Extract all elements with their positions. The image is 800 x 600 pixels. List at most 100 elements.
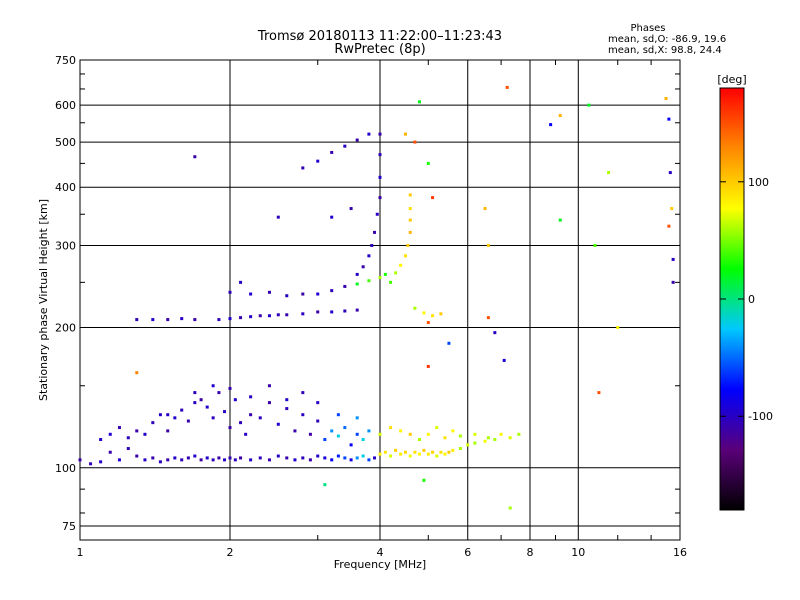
data-points — [78, 85, 675, 510]
data-point — [383, 450, 387, 454]
data-point — [285, 313, 289, 317]
data-point — [408, 454, 412, 458]
data-point — [403, 132, 407, 136]
data-point — [422, 448, 426, 452]
data-point — [330, 289, 334, 293]
data-point — [486, 436, 490, 440]
data-point — [458, 447, 462, 451]
data-point — [223, 410, 227, 414]
data-point — [301, 391, 305, 395]
data-point — [199, 398, 203, 402]
data-point — [249, 292, 253, 296]
data-point — [593, 243, 597, 247]
data-point — [431, 196, 435, 200]
data-point — [316, 292, 320, 296]
data-point — [493, 331, 497, 335]
data-point — [117, 426, 121, 430]
data-point — [228, 290, 232, 294]
data-point — [367, 132, 371, 136]
data-point — [483, 439, 487, 443]
data-point — [399, 452, 403, 456]
data-point — [217, 456, 221, 460]
data-point — [355, 416, 359, 420]
data-point — [426, 161, 430, 165]
x-tick-label: 2 — [227, 546, 234, 559]
data-point — [413, 140, 417, 144]
data-point — [671, 257, 675, 261]
data-point — [316, 419, 320, 423]
data-point — [135, 371, 139, 375]
data-point — [249, 315, 253, 319]
data-point — [276, 422, 280, 426]
data-point — [330, 150, 334, 154]
data-point — [99, 460, 103, 464]
data-point — [558, 114, 562, 118]
data-point — [597, 391, 601, 395]
data-point — [417, 438, 421, 442]
data-point — [228, 317, 232, 321]
data-point — [671, 280, 675, 284]
data-point — [293, 458, 297, 462]
data-point — [447, 450, 451, 454]
data-point — [378, 175, 382, 179]
data-point — [349, 207, 353, 211]
data-point — [355, 308, 359, 312]
data-point — [211, 384, 215, 388]
data-point — [301, 456, 305, 460]
data-point — [239, 421, 243, 425]
data-point — [435, 454, 439, 458]
data-point — [413, 306, 417, 310]
data-point — [378, 196, 382, 200]
data-point — [361, 265, 365, 269]
x-tick-label: 8 — [527, 546, 534, 559]
stats-line-o: mean, sd,O: -86.9, 19.6 — [608, 34, 726, 45]
colorbar-tick-label: 0 — [748, 293, 755, 306]
data-point — [89, 462, 93, 466]
data-point — [239, 316, 243, 320]
data-point — [447, 341, 451, 345]
data-point — [211, 416, 215, 420]
data-point — [233, 458, 237, 462]
data-point — [267, 314, 271, 318]
data-point — [239, 456, 243, 460]
data-point — [367, 279, 371, 283]
data-point — [135, 454, 139, 458]
data-point — [389, 280, 393, 284]
data-point — [558, 218, 562, 222]
colorbar-tick-label: 100 — [748, 176, 769, 189]
data-point — [293, 429, 297, 433]
data-point — [135, 429, 139, 433]
data-point — [517, 432, 521, 436]
data-point — [205, 456, 209, 460]
data-point — [451, 448, 455, 452]
x-tick-labels: 1 2 4 6 8 10 16 — [77, 546, 688, 559]
data-point — [193, 391, 197, 395]
data-point — [343, 426, 347, 430]
data-point — [408, 432, 412, 436]
data-point — [166, 429, 170, 433]
data-point — [99, 438, 103, 442]
data-point — [549, 123, 553, 127]
data-point — [343, 456, 347, 460]
data-point — [108, 450, 112, 454]
plot-area — [78, 59, 681, 541]
data-point — [233, 398, 237, 402]
y-tick-labels: 75 100 200 300 400 500 600 750 — [55, 54, 76, 533]
data-point — [166, 318, 170, 322]
y-tick-label: 100 — [55, 462, 76, 475]
data-point — [323, 483, 327, 487]
data-point — [355, 456, 359, 460]
data-point — [408, 218, 412, 222]
x-tick-label: 1 — [77, 546, 84, 559]
y-tick-label: 300 — [55, 239, 76, 252]
data-point — [664, 97, 668, 101]
data-point — [493, 438, 497, 442]
data-point — [186, 419, 190, 423]
data-point — [389, 426, 393, 430]
y-tick-label: 600 — [55, 99, 76, 112]
y-tick-label: 75 — [62, 520, 76, 533]
data-point — [373, 456, 377, 460]
data-point — [330, 458, 334, 462]
data-point — [205, 405, 209, 409]
data-point — [336, 434, 340, 438]
